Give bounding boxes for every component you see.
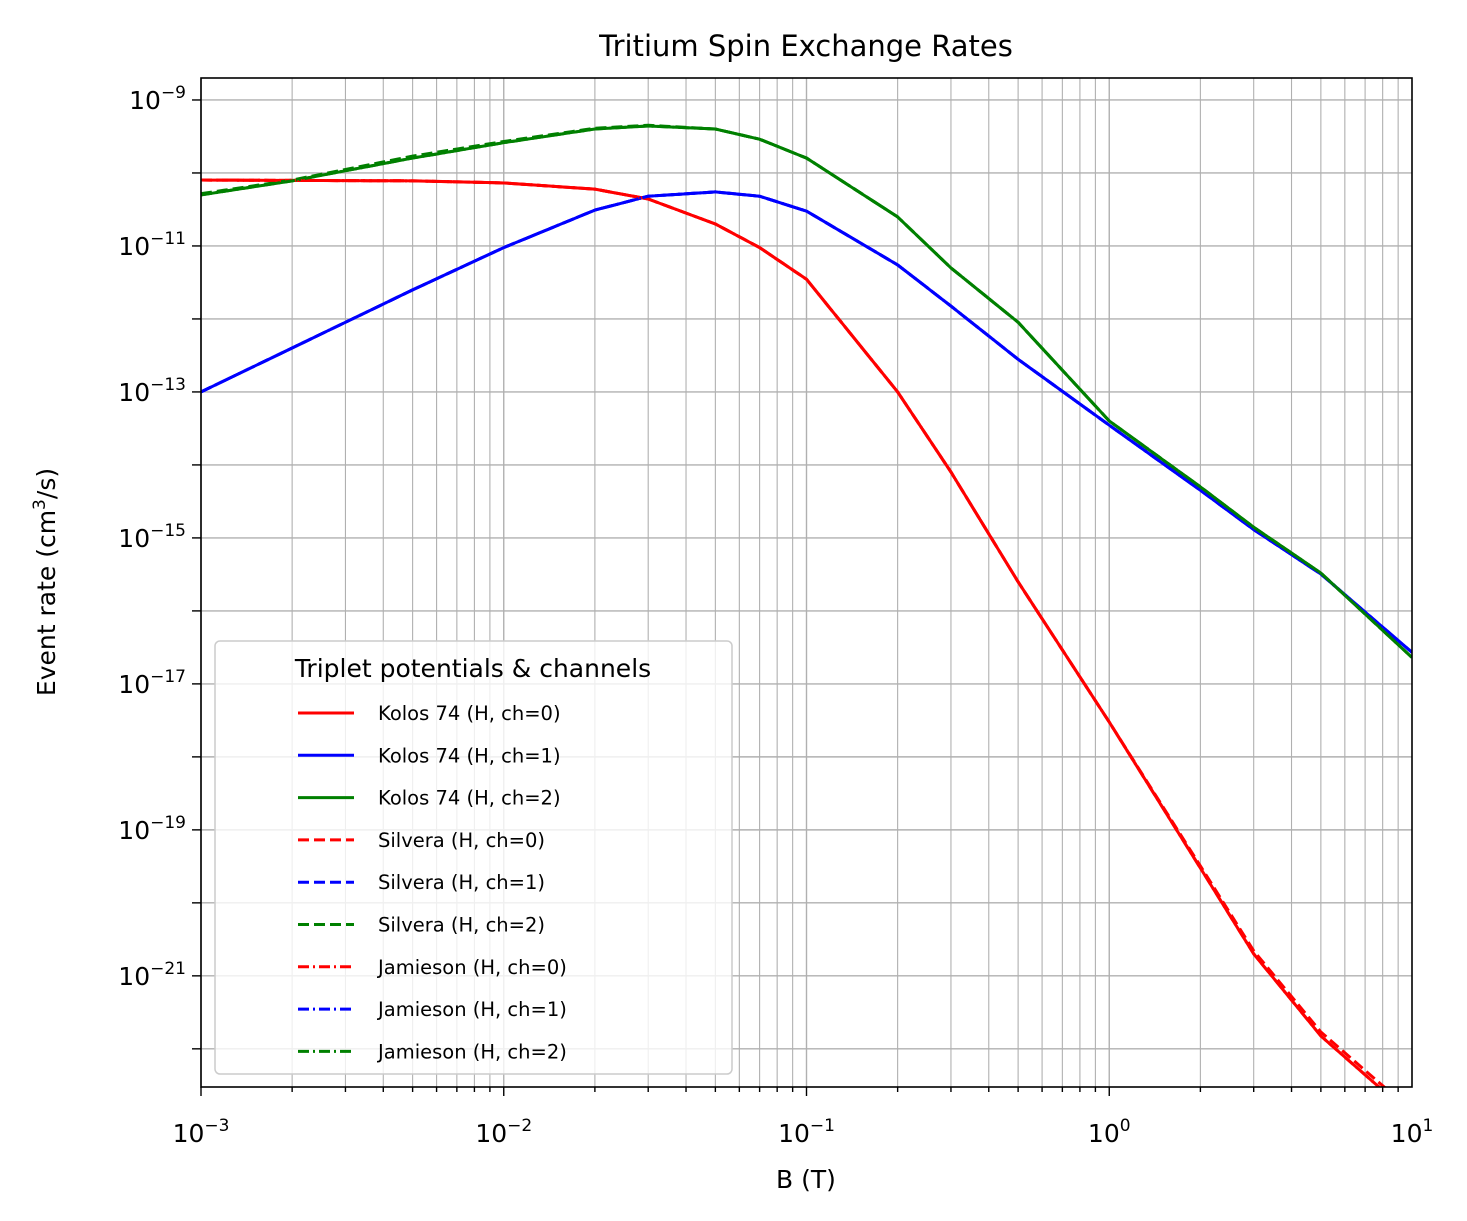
x-tick-label: 10−1	[778, 1116, 835, 1148]
y-tick-label: 10−17	[118, 667, 186, 699]
series-line-7	[201, 178, 1382, 1087]
tick-marks	[192, 99, 1399, 1096]
y-tick-label-exponent: −15	[150, 521, 186, 541]
y-tick-label: 10−13	[118, 375, 186, 407]
x-tick-label: 10−3	[173, 1116, 230, 1148]
x-tick-label-exponent: −3	[204, 1116, 229, 1136]
legend-label: Jamieson (H, ch=0)	[376, 956, 567, 979]
legend-label: Silvera (H, ch=1)	[378, 871, 545, 894]
y-tick-label-base: 10	[118, 524, 150, 553]
legend-label: Silvera (H, ch=2)	[378, 914, 545, 937]
y-axis-label: Event rate (cm3/s)	[30, 468, 61, 696]
x-tick-label-exponent: −1	[810, 1116, 835, 1136]
y-tick-label-exponent: −9	[161, 83, 186, 103]
y-tick-label-exponent: −13	[150, 375, 186, 395]
x-tick-label: 100	[1088, 1116, 1131, 1148]
y-axis-label-superscript: 3	[30, 499, 50, 510]
legend-label: Kolos 74 (H, ch=0)	[378, 702, 561, 725]
legend-label: Jamieson (H, ch=2)	[376, 1040, 567, 1063]
legend-title: Triplet potentials & channels	[294, 654, 651, 683]
y-tick-label-base: 10	[118, 378, 150, 407]
legend-label: Kolos 74 (H, ch=1)	[378, 744, 561, 767]
x-tick-label-exponent: −2	[507, 1116, 532, 1136]
legend-entries: Kolos 74 (H, ch=0) Kolos 74 (H, ch=1) Kolo…	[298, 702, 567, 1063]
y-tick-label: 10−9	[129, 83, 186, 115]
x-tick-label: 10−2	[475, 1116, 532, 1148]
x-tick-label-base: 10	[475, 1119, 507, 1148]
x-tick-labels: 10−3 10−2 10−1 100 101	[173, 1116, 1434, 1148]
x-tick-label-base: 10	[173, 1119, 205, 1148]
y-tick-label-base: 10	[129, 86, 161, 115]
y-tick-label-exponent: −17	[150, 667, 186, 687]
y-tick-label-base: 10	[118, 962, 150, 991]
y-tick-label-base: 10	[118, 670, 150, 699]
x-tick-label-base: 10	[1391, 1119, 1423, 1148]
y-axis-label-unit: /s)	[32, 468, 61, 499]
x-axis-label: B (T)	[776, 1165, 836, 1194]
legend: Triplet potentials & channels Kolos 74 (…	[214, 640, 733, 1075]
series-layer	[201, 123, 1412, 1087]
y-tick-label-base: 10	[118, 232, 150, 261]
y-axis-label-main: Event rate (cm	[32, 510, 61, 696]
legend-label: Jamieson (H, ch=1)	[376, 998, 567, 1021]
legend-label: Kolos 74 (H, ch=2)	[378, 787, 561, 810]
y-tick-label: 10−19	[118, 813, 186, 845]
x-tick-label-base: 10	[778, 1119, 810, 1148]
x-tick-label: 101	[1391, 1116, 1434, 1148]
chart-title: Tritium Spin Exchange Rates	[598, 29, 1013, 63]
x-tick-label-exponent: 1	[1422, 1116, 1433, 1136]
y-tick-label-exponent: −21	[150, 959, 186, 979]
y-tick-label: 10−21	[118, 959, 186, 991]
y-tick-label-base: 10	[118, 816, 150, 845]
x-tick-label-base: 10	[1088, 1119, 1120, 1148]
x-tick-label-exponent: 0	[1120, 1116, 1131, 1136]
y-tick-label-exponent: −11	[150, 229, 186, 249]
series-line-9	[201, 124, 1412, 659]
y-tick-label: 10−11	[118, 229, 186, 261]
series-line-8	[201, 190, 1412, 654]
y-tick-label-exponent: −19	[150, 813, 186, 833]
y-tick-label: 10−15	[118, 521, 186, 553]
legend-label: Silvera (H, ch=0)	[378, 829, 545, 852]
